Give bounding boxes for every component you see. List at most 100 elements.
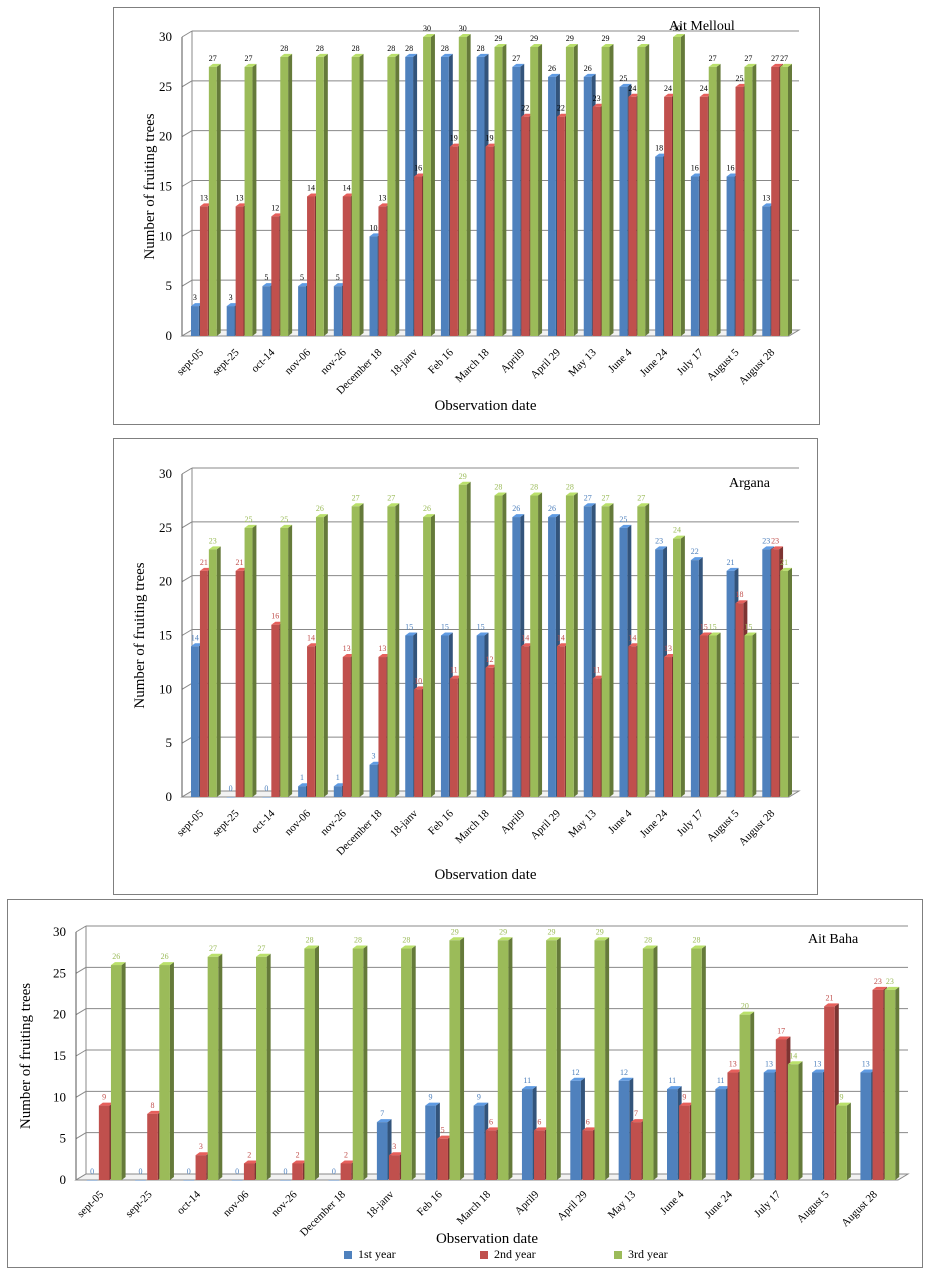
data-label: 0: [332, 1167, 336, 1176]
data-label: 13: [236, 193, 244, 202]
data-label: 3: [193, 293, 197, 302]
data-label: 5: [441, 1126, 445, 1135]
bar-top: [280, 524, 293, 528]
data-label: 19: [450, 134, 458, 143]
bar-top: [735, 600, 748, 604]
x-tick-label: June 24: [638, 346, 671, 379]
data-label: 13: [200, 193, 208, 202]
data-label: 27: [209, 54, 217, 63]
bar: [226, 306, 235, 336]
data-label: 28: [644, 936, 652, 945]
y-tick-label: 10: [159, 228, 172, 243]
bar: [226, 797, 235, 798]
bar-top: [351, 503, 364, 507]
x-tick-label: nov-26: [269, 1188, 300, 1219]
data-label: 18: [655, 144, 663, 153]
bar-top: [642, 945, 658, 949]
bar-top: [376, 1119, 392, 1123]
bar: [425, 1105, 436, 1180]
gridline-depth: [181, 575, 193, 583]
bar: [423, 37, 431, 336]
data-label: 28: [494, 483, 502, 492]
data-label: 16: [271, 612, 279, 621]
bar: [307, 196, 315, 336]
bar: [630, 1122, 642, 1180]
data-label: 15: [441, 623, 449, 632]
data-label: 24: [673, 526, 681, 535]
data-label: 7: [634, 1109, 638, 1118]
bar-top: [673, 535, 685, 539]
bar: [618, 1080, 630, 1180]
bar: [473, 1105, 485, 1180]
bar: [548, 76, 556, 336]
y-axis-label: Number of fruiting trees: [18, 983, 34, 1129]
bar-top: [690, 557, 703, 561]
x-tick-label: May 13: [606, 1188, 639, 1221]
bar: [583, 506, 592, 797]
bar: [744, 66, 753, 337]
bar: [699, 96, 708, 336]
bar-top: [592, 103, 605, 107]
bar-top: [195, 1152, 211, 1156]
bar-top: [771, 546, 784, 550]
bar-top: [739, 1011, 755, 1015]
bar-top: [618, 1077, 634, 1081]
x-tick-label: April9: [499, 807, 528, 836]
bar-top: [494, 43, 507, 47]
bar-top: [812, 1069, 827, 1073]
bar-top: [530, 492, 543, 496]
bar-top: [388, 1152, 404, 1156]
bar: [243, 1163, 255, 1180]
bar: [440, 56, 449, 336]
bar: [583, 76, 592, 336]
gridline-depth: [181, 521, 193, 529]
bar-top: [280, 53, 293, 57]
chart-ait-melloul: 0 5 10 15 20 25 30 3 13 27 sept-05 3 13 27 sept-25 5 12 2…: [142, 19, 801, 414]
x-tick-label: sept-25: [210, 807, 242, 839]
data-label: 11: [593, 666, 601, 675]
bar-top: [708, 632, 721, 636]
bar-top: [628, 93, 641, 97]
y-tick-label: 20: [53, 1007, 66, 1022]
data-label: 24: [664, 84, 672, 93]
data-label: 29: [547, 927, 555, 936]
chart-argana: 051015202530142123sept-0502125sept-25016…: [132, 466, 801, 883]
data-label: 26: [512, 504, 520, 513]
data-label: 29: [530, 34, 538, 43]
bar: [110, 965, 122, 1180]
gridline-depth: [75, 1049, 87, 1057]
gridline-depth: [75, 1008, 87, 1016]
bar-top: [485, 1127, 501, 1131]
bar-side: [466, 481, 471, 797]
x-tick-label: nov-06: [221, 1188, 252, 1219]
data-label: 27: [387, 493, 395, 502]
legend-item-2nd-year: 2nd year: [480, 1247, 536, 1262]
legend-label-1st-year: 1st year: [358, 1247, 396, 1261]
bar: [775, 1039, 787, 1180]
bar: [690, 176, 699, 336]
bar: [735, 603, 744, 797]
bar-top: [476, 53, 489, 57]
data-label: 28: [387, 44, 395, 53]
bar: [476, 635, 485, 797]
bar-top: [298, 783, 310, 787]
bar-top: [497, 937, 513, 941]
bar: [726, 176, 735, 336]
data-label: 23: [655, 536, 663, 545]
bar-top: [735, 83, 748, 87]
bar-top: [449, 937, 465, 941]
bar: [673, 538, 681, 797]
legend-label-2nd-year: 2nd year: [494, 1247, 536, 1261]
bar-side: [645, 43, 650, 336]
bar: [619, 86, 628, 336]
data-label: 13: [343, 644, 351, 653]
bar: [699, 635, 708, 797]
data-label: 1: [336, 773, 340, 782]
data-label: 9: [102, 1093, 106, 1102]
y-tick-label: 25: [159, 79, 172, 94]
data-label: 29: [494, 34, 502, 43]
bar-top: [787, 1061, 803, 1065]
bar-side: [466, 34, 471, 336]
bar: [147, 1113, 158, 1180]
bar: [673, 37, 681, 336]
